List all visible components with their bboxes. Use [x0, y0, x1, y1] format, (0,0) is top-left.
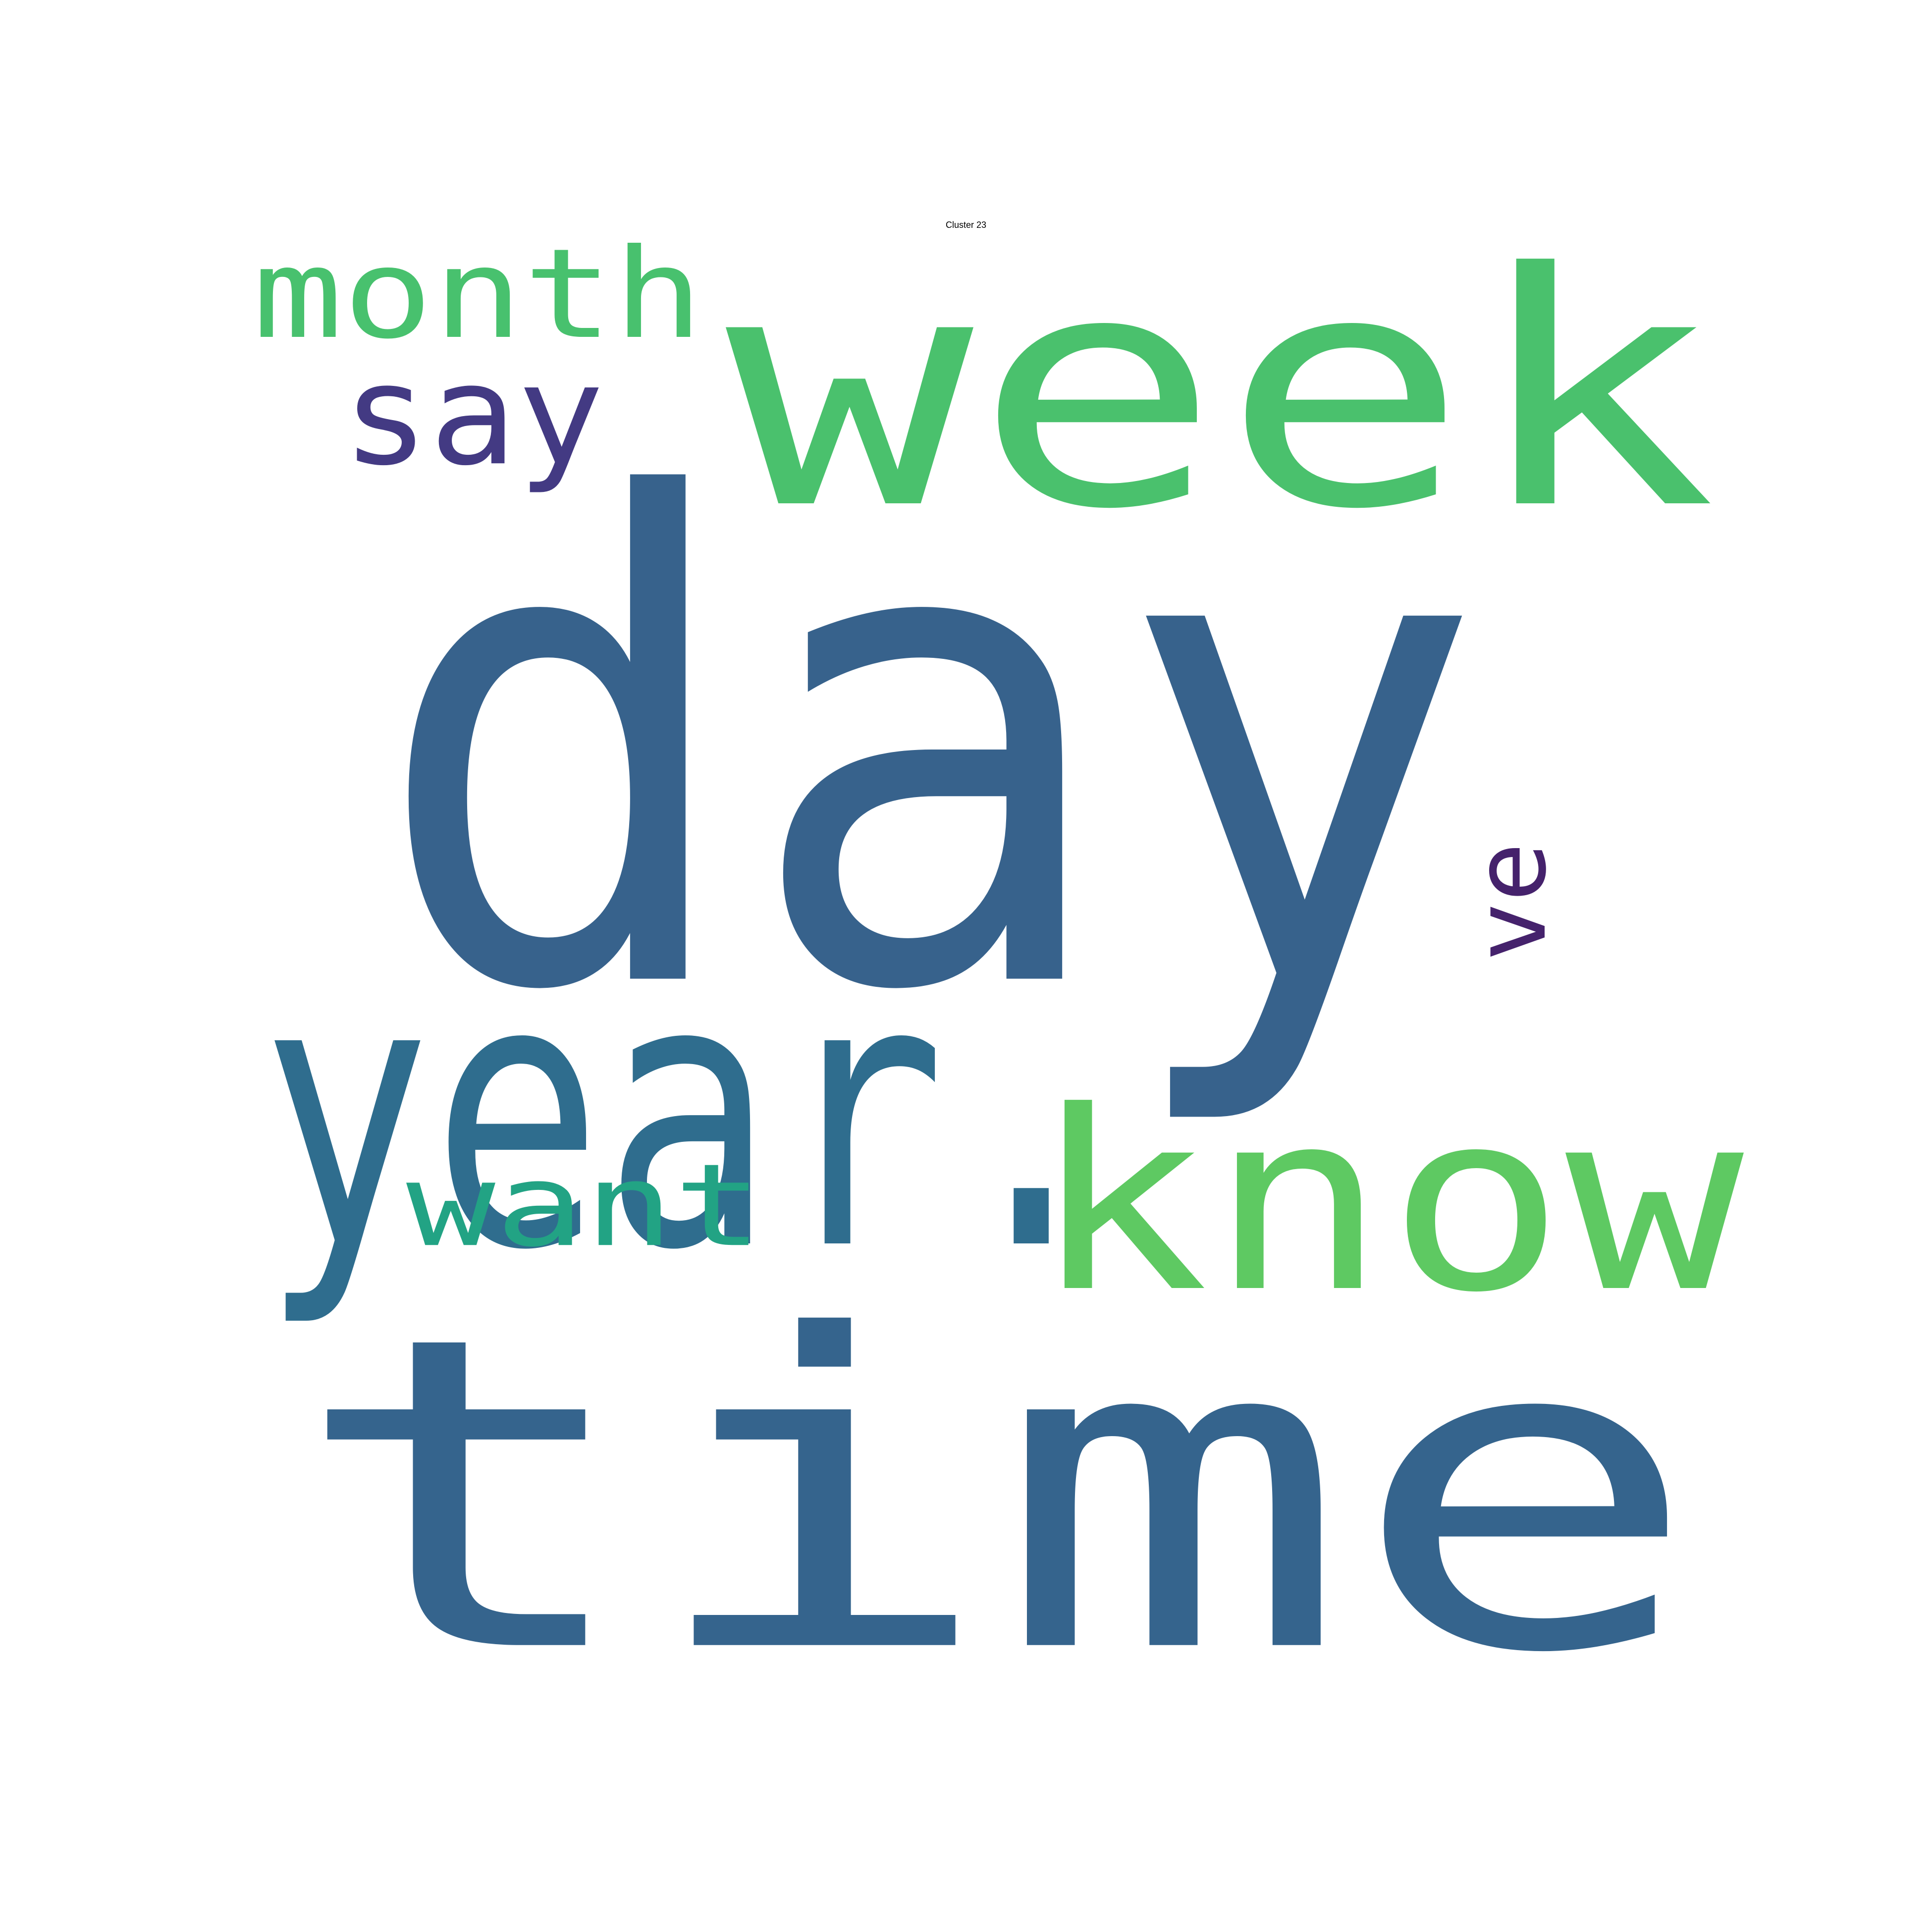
word-year: year.: [260, 900, 1117, 1333]
word-know: know: [1030, 1059, 1744, 1347]
word-say: say: [342, 335, 604, 497]
word-ve: ve: [1453, 842, 1568, 962]
cloud-title: Cluster 23: [945, 220, 987, 230]
word-time: time: [290, 1246, 1702, 1749]
word-month: month: [253, 222, 703, 367]
word-week: week: [726, 205, 1717, 581]
word-want: want: [406, 1139, 763, 1273]
word-day: day: [372, 365, 1486, 1138]
